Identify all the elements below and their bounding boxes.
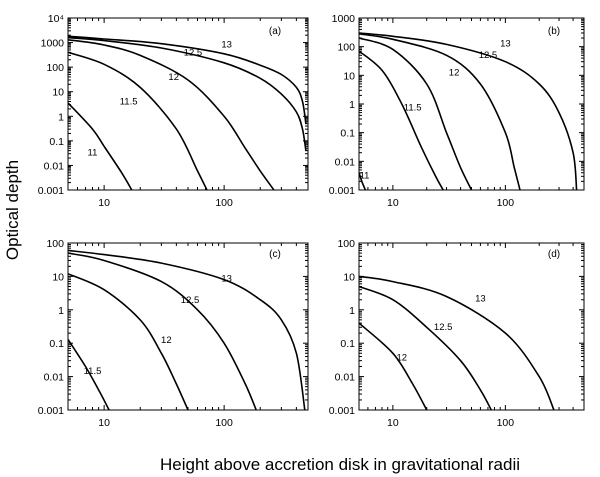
panel-c: 0.001 0.01 0.1 1 10 100 10 100 13 12.5 12 11.5 (c) xyxy=(38,238,309,429)
series-line-12 xyxy=(359,322,428,410)
curve-label: 11 xyxy=(360,171,370,182)
series-line-11.5 xyxy=(68,338,110,410)
series-line-11.5 xyxy=(68,51,208,190)
x-tick-label: 10 xyxy=(387,417,399,429)
y-tick-label: 1000 xyxy=(41,38,65,50)
panel-label: (b) xyxy=(548,26,560,37)
y-tick-label: 0.001 xyxy=(38,405,64,417)
y-tick-label: 10 xyxy=(343,271,355,283)
series-line-13 xyxy=(68,35,307,124)
y-tick-label: 0.01 xyxy=(44,372,65,384)
series-line-13 xyxy=(68,249,306,410)
curve-label: 11.5 xyxy=(84,366,102,377)
y-tick-label: 1000 xyxy=(332,13,356,25)
y-tick-label: 100 xyxy=(46,62,64,74)
panel-d: 0.001 0.01 0.1 1 10 100 10 100 13 12.5 12 (d) xyxy=(329,238,585,429)
curve-label: 12 xyxy=(168,72,179,83)
series-line-12 xyxy=(359,37,473,190)
y-tick-label: 0.001 xyxy=(38,185,64,197)
x-axis-title: Height above accretion disk in gravitati… xyxy=(160,455,520,474)
series-line-12.5 xyxy=(359,285,493,410)
y-tick-label: 1 xyxy=(58,111,64,123)
panel-label: (c) xyxy=(269,249,281,260)
curve-label: 12 xyxy=(161,335,172,346)
plot-frame xyxy=(358,242,585,411)
series-line-12 xyxy=(68,39,275,190)
y-tick-label: 100 xyxy=(337,238,355,250)
series-line-11 xyxy=(68,102,133,190)
y-tick-label: 0.001 xyxy=(329,405,355,417)
panel-label: (d) xyxy=(548,249,560,260)
x-tick-label: 100 xyxy=(497,197,515,209)
curve-label: 12.5 xyxy=(479,50,498,61)
x-tick-label: 10 xyxy=(98,417,110,429)
curve-label: 12 xyxy=(396,353,407,364)
y-tick-label: 100 xyxy=(337,42,355,54)
panel-label: (a) xyxy=(269,26,281,37)
x-tick-label: 10 xyxy=(98,197,110,209)
curve-label: 11.5 xyxy=(120,97,138,108)
x-tick-label: 100 xyxy=(215,417,233,429)
y-axis-title: Optical depth xyxy=(3,160,22,260)
plot-frame xyxy=(67,17,309,191)
y-tick-label: 0.1 xyxy=(49,136,64,148)
x-tick-label: 100 xyxy=(497,417,515,429)
y-tick-label: 10⁴ xyxy=(48,13,64,25)
series-line-12.5 xyxy=(68,36,307,151)
series-line-12 xyxy=(68,273,189,410)
curve-label: 12.5 xyxy=(434,322,453,333)
curve-label: 13 xyxy=(475,293,486,304)
series-line-12.5 xyxy=(68,252,257,410)
y-tick-label: 10 xyxy=(52,271,64,283)
y-tick-label: 1 xyxy=(58,305,64,317)
curve-label: 12 xyxy=(449,67,460,78)
series-line-11.5 xyxy=(359,50,444,190)
y-tick-label: 100 xyxy=(46,238,64,250)
curve-label: 11.5 xyxy=(404,102,422,113)
x-tick-label: 100 xyxy=(215,197,233,209)
plot-frame xyxy=(67,242,309,411)
y-tick-label: 0.01 xyxy=(335,372,356,384)
curve-label: 12.5 xyxy=(181,295,200,306)
y-tick-label: 0.1 xyxy=(49,338,64,350)
series-line-13 xyxy=(359,275,555,410)
y-tick-label: 0.001 xyxy=(329,185,355,197)
series-line-12.5 xyxy=(359,33,521,190)
y-tick-label: 1 xyxy=(349,99,355,111)
y-tick-label: 0.01 xyxy=(44,160,65,172)
curve-label: 13 xyxy=(221,40,232,51)
curve-label: 11 xyxy=(88,148,98,159)
y-tick-label: 0.1 xyxy=(340,338,355,350)
y-tick-label: 10 xyxy=(343,70,355,82)
curve-label: 13 xyxy=(500,39,511,50)
y-tick-label: 0.01 xyxy=(335,156,356,168)
series-line-11 xyxy=(359,172,367,190)
curve-label: 13 xyxy=(221,274,232,285)
series-line-13 xyxy=(359,32,578,190)
plot-frame xyxy=(358,17,585,191)
x-tick-label: 10 xyxy=(387,197,399,209)
curve-label: 12.5 xyxy=(184,47,203,58)
panel-a: 0.001 0.01 0.1 1 10 100 1000 10⁴ 10 100 13 12.5 12 11… xyxy=(38,13,309,209)
y-tick-label: 1 xyxy=(349,305,355,317)
y-tick-label: 0.1 xyxy=(340,128,355,140)
y-tick-label: 10 xyxy=(52,87,64,99)
